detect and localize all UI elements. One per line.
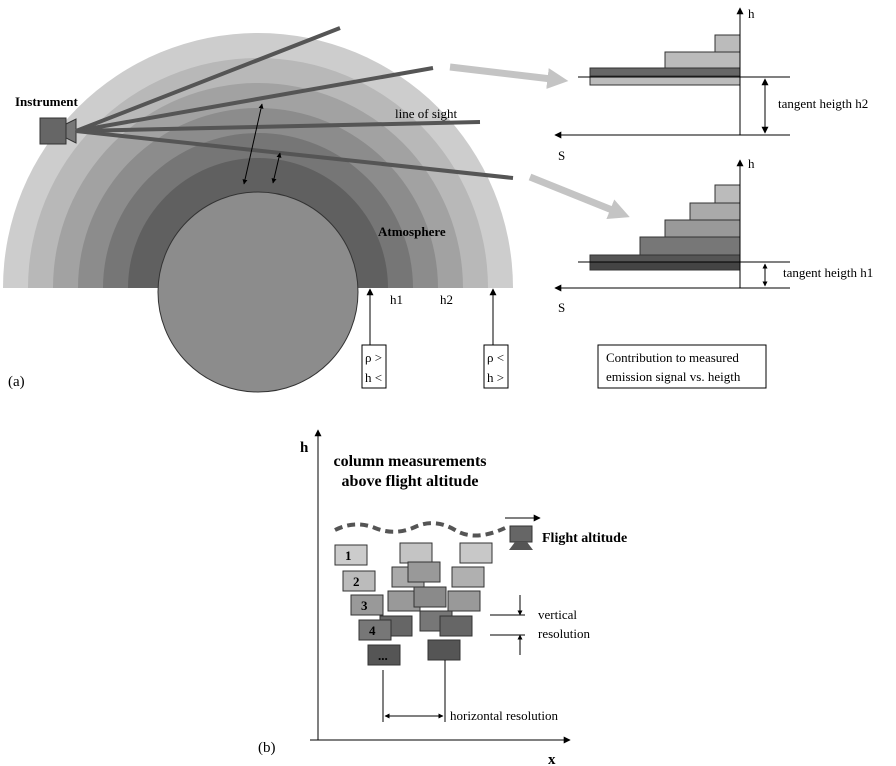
label: h [300, 440, 309, 456]
label: Flight altitude [542, 531, 627, 546]
shape [335, 523, 505, 535]
label: S [558, 300, 565, 315]
shape [158, 192, 358, 392]
shape [715, 185, 740, 203]
figure: Instrument line of sight Atmosphere h1 h… [0, 0, 896, 766]
label: horizontal resolution [450, 708, 558, 723]
shape [510, 526, 532, 542]
measurement-cell [452, 567, 484, 587]
label: emission signal vs. heigth [606, 369, 741, 384]
cell-label: 4 [369, 623, 376, 638]
label: vertical [538, 607, 577, 622]
label: h2 [440, 292, 453, 307]
measurement-cell [440, 616, 472, 636]
label: ρ < [487, 350, 504, 365]
shape [665, 52, 740, 68]
label: tangent heigth h2 [778, 96, 868, 111]
label: S [558, 148, 565, 163]
label: (b) [258, 740, 276, 756]
label: Instrument [15, 94, 79, 109]
measurement-cell [460, 543, 492, 563]
group: 1234... [335, 543, 492, 665]
shape [690, 203, 740, 220]
measurement-cell [408, 562, 440, 582]
shape [665, 220, 740, 237]
measurement-cell [448, 591, 480, 611]
shape [40, 118, 66, 144]
shape [509, 542, 533, 550]
shape [590, 262, 740, 270]
shape [590, 68, 740, 76]
label: h [748, 6, 755, 21]
shape [640, 237, 740, 255]
group [590, 185, 740, 270]
label: Contribution to measured [606, 350, 739, 365]
label: tangent heigth h1 [783, 265, 873, 280]
label: ρ > [365, 350, 382, 365]
label: line of sight [395, 106, 457, 121]
label: h [748, 156, 755, 171]
cell-label: ... [378, 648, 388, 663]
label: resolution [538, 626, 590, 641]
label: h1 [390, 292, 403, 307]
label: (a) [8, 374, 25, 390]
shape [530, 177, 622, 214]
label: column measurements [333, 453, 486, 470]
label: x [548, 752, 556, 766]
label: above flight altitude [342, 473, 479, 490]
shape [450, 67, 560, 80]
measurement-cell [428, 640, 460, 660]
label: h < [365, 370, 382, 385]
measurement-cell [400, 543, 432, 563]
measurement-cell [414, 587, 446, 607]
cell-label: 2 [353, 574, 360, 589]
cell-label: 3 [361, 598, 368, 613]
label: h > [487, 370, 504, 385]
label: Atmosphere [378, 224, 446, 239]
shape [590, 255, 740, 262]
cell-label: 1 [345, 548, 352, 563]
shape [715, 35, 740, 52]
